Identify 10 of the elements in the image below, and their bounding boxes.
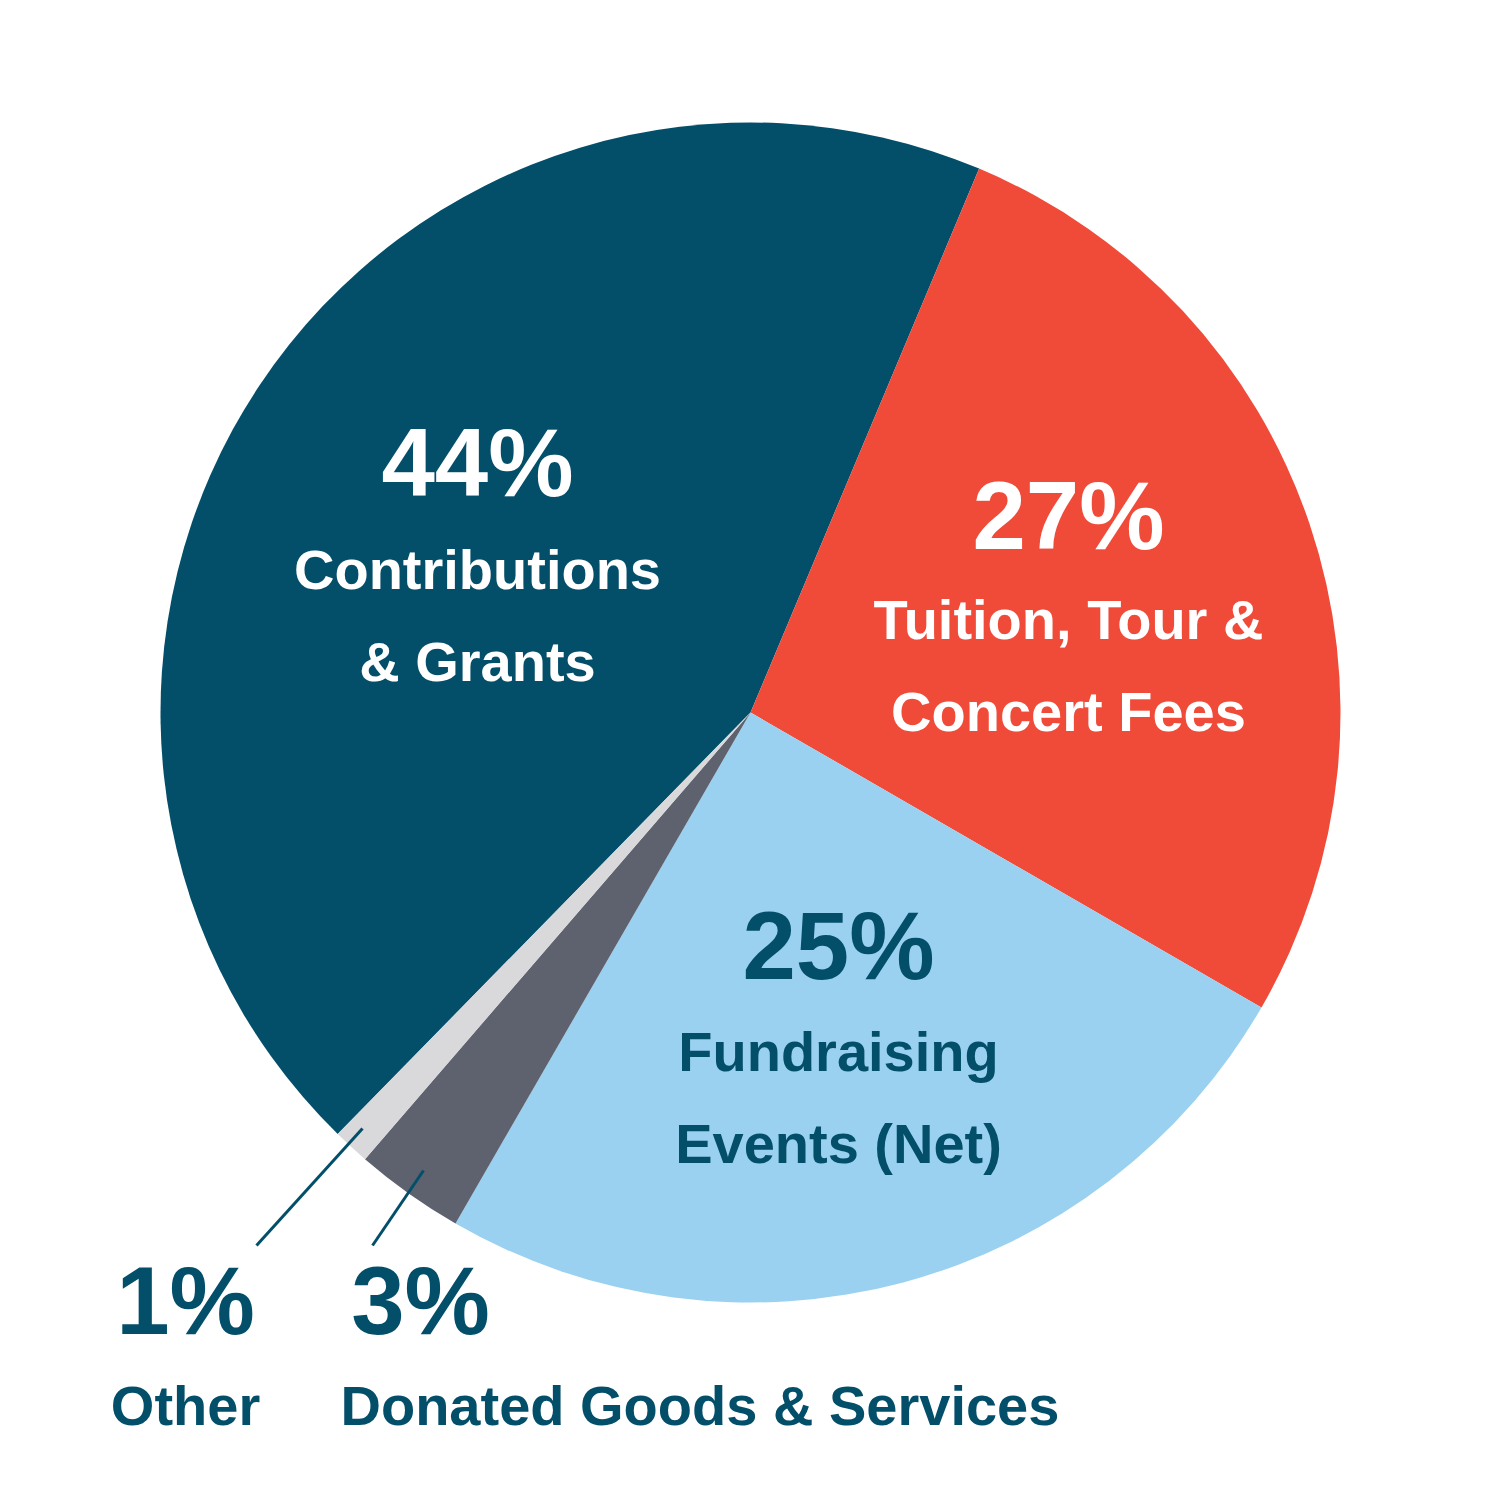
slice-label: Contributions & Grants [293,538,662,693]
data-label: 1% [116,1247,255,1354]
slice-label: Other [110,1374,261,1437]
slice-label: Donated Goods & Services [340,1374,1060,1437]
data-label: 3% [351,1247,490,1354]
data-label: 44% [381,409,574,516]
slice-label: Tuition, Tour & Concert Fees [873,588,1264,743]
slice-label: Fundraising Events (Net) [675,1020,1002,1175]
data-label: 25% [742,892,935,999]
data-label: 27% [972,462,1165,569]
